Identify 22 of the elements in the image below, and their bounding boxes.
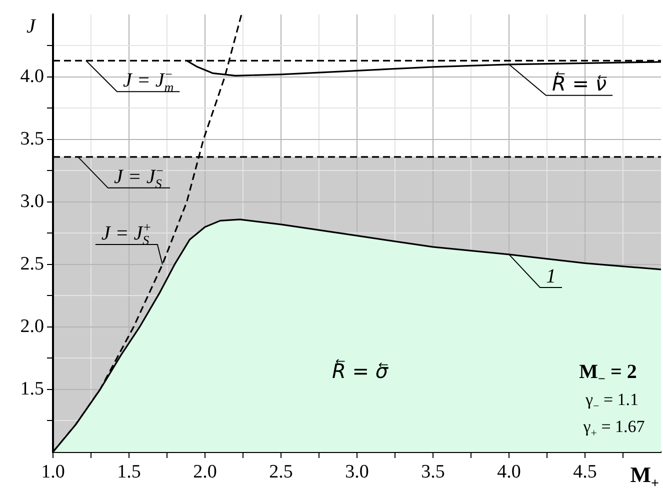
- y-tick-label: 2.0: [20, 316, 44, 337]
- annotation: γ+ = 1.67: [582, 417, 646, 440]
- annotation: R⃖ = σ⃖: [332, 358, 390, 383]
- x-tick-label: 3.5: [421, 461, 445, 482]
- x-tick-label: 1.0: [41, 461, 65, 482]
- y-axis-title: J: [26, 15, 37, 38]
- x-tick-label: 3.0: [345, 461, 369, 482]
- y-tick-label: 3.5: [20, 128, 44, 150]
- y-tick-label: 4.0: [20, 66, 44, 87]
- series-label: 1: [546, 265, 556, 288]
- y-tick-label: 1.5: [20, 378, 44, 400]
- annotation: M− = 2: [579, 361, 637, 386]
- x-tick-label: 4.5: [573, 461, 597, 482]
- x-tick-label: 2.5: [269, 461, 293, 482]
- x-tick-label: 2.0: [193, 461, 217, 482]
- y-tick-label: 2.5: [20, 253, 44, 274]
- x-tick-label: 4.0: [497, 461, 521, 482]
- y-tick-label: 3.0: [20, 190, 44, 212]
- x-tick-label: 1.5: [117, 461, 141, 482]
- series-label: R⃖ = ν⃖: [552, 70, 608, 96]
- x-axis-title: M+: [630, 462, 660, 491]
- annotation: γ− = 1.1: [584, 390, 639, 412]
